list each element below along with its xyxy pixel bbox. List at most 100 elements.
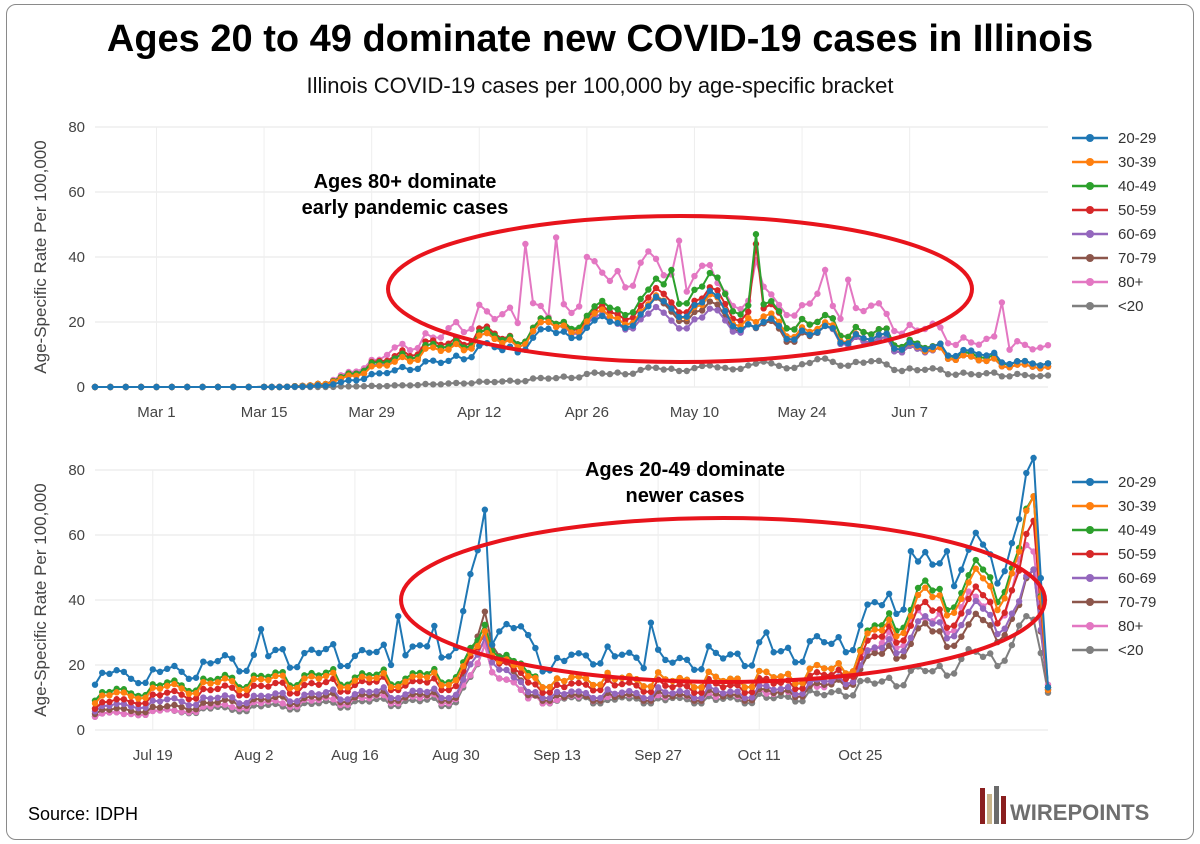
data-point <box>712 649 720 657</box>
data-point <box>987 622 994 629</box>
data-point <box>552 329 560 337</box>
data-point <box>1001 595 1008 602</box>
data-point <box>552 234 560 241</box>
data-point <box>308 679 315 687</box>
data-point <box>640 694 647 702</box>
data-point <box>950 642 958 649</box>
data-point <box>597 660 604 667</box>
legend-item-80+[interactable]: 80+ <box>1072 274 1144 291</box>
data-point <box>645 248 652 255</box>
data-point <box>1006 346 1013 353</box>
legend-item-70-79[interactable]: 70-79 <box>1072 250 1156 267</box>
data-point <box>322 678 330 686</box>
data-point <box>344 684 351 691</box>
data-point <box>979 575 987 582</box>
data-point <box>652 255 660 263</box>
data-point <box>712 686 720 694</box>
data-point <box>622 371 629 378</box>
data-point <box>142 679 149 687</box>
data-point <box>660 290 667 298</box>
legend-item-60-69[interactable]: 60-69 <box>1072 226 1156 243</box>
data-point <box>561 657 568 665</box>
legend-item-<20[interactable]: <20 <box>1072 642 1143 659</box>
data-point <box>171 707 178 714</box>
data-point <box>633 689 640 697</box>
y-tick-label: 60 <box>68 184 85 201</box>
data-point <box>568 334 575 342</box>
data-point <box>1001 567 1008 575</box>
data-point <box>712 673 720 681</box>
data-point <box>698 283 706 290</box>
x-tick-label: Aug 2 <box>234 747 273 764</box>
data-point <box>662 682 669 689</box>
data-point <box>891 327 898 335</box>
data-point <box>675 325 683 332</box>
legend-label: 60-69 <box>1118 570 1156 587</box>
data-point <box>236 686 243 694</box>
legend-item-70-79[interactable]: 70-79 <box>1072 594 1156 611</box>
legend-item-30-39[interactable]: 30-39 <box>1072 154 1156 171</box>
data-point <box>814 328 821 336</box>
legend-item-30-39[interactable]: 30-39 <box>1072 498 1156 515</box>
data-point <box>250 651 258 659</box>
data-point <box>330 669 337 677</box>
data-point <box>591 317 598 324</box>
data-point <box>453 352 460 359</box>
x-tick-label: Apr 26 <box>565 404 609 421</box>
data-point <box>142 704 149 711</box>
data-point <box>207 686 214 694</box>
data-point <box>714 364 721 371</box>
legend-item-40-49[interactable]: 40-49 <box>1072 178 1156 195</box>
data-point <box>214 694 221 702</box>
data-point <box>422 380 429 388</box>
data-point <box>120 668 128 676</box>
data-point <box>775 301 783 309</box>
data-point <box>199 383 206 391</box>
data-point <box>852 304 860 312</box>
data-point <box>864 630 871 637</box>
data-point <box>467 672 474 679</box>
data-point <box>99 692 106 699</box>
data-point <box>582 689 590 697</box>
legend-swatch-marker <box>1086 254 1094 262</box>
data-point <box>991 333 998 340</box>
chart-early-pandemic: 0 20 40 60 80 Mar 1 Mar 15 Mar 29 Apr 12 Apr 26 Ma… <box>31 119 1156 421</box>
data-point <box>878 627 886 634</box>
legend-item-50-59[interactable]: 50-59 <box>1072 202 1156 219</box>
data-point <box>376 370 383 377</box>
data-point <box>967 370 975 378</box>
data-point <box>669 683 676 691</box>
data-point <box>756 639 763 646</box>
data-point <box>293 663 301 671</box>
data-point <box>127 693 135 700</box>
legend-item-20-29[interactable]: 20-29 <box>1072 130 1156 147</box>
data-point <box>228 655 236 662</box>
data-point <box>496 666 503 673</box>
data-point <box>748 688 756 696</box>
legend-item-60-69[interactable]: 60-69 <box>1072 570 1156 587</box>
legend-swatch-marker <box>1086 502 1094 510</box>
legend-item-50-59[interactable]: 50-59 <box>1072 546 1156 563</box>
data-point <box>998 359 1006 366</box>
data-point <box>330 696 337 703</box>
data-point <box>936 585 943 593</box>
legend-item-80+[interactable]: 80+ <box>1072 618 1144 635</box>
data-point <box>922 667 929 675</box>
data-point <box>358 673 366 680</box>
data-point <box>568 673 575 681</box>
data-point <box>561 683 568 691</box>
data-point <box>907 548 915 555</box>
legend-item-<20[interactable]: <20 <box>1072 298 1143 315</box>
data-point <box>560 373 568 380</box>
data-point <box>99 669 106 676</box>
data-point <box>1008 610 1016 617</box>
data-point <box>722 290 729 298</box>
legend-item-40-49[interactable]: 40-49 <box>1072 522 1156 539</box>
data-point <box>406 366 414 374</box>
legend-item-20-29[interactable]: 20-29 <box>1072 474 1156 491</box>
data-point <box>983 370 990 377</box>
data-point <box>770 686 777 694</box>
data-point <box>429 381 437 388</box>
data-point <box>691 301 698 309</box>
x-tick-label: Oct 11 <box>738 747 781 764</box>
